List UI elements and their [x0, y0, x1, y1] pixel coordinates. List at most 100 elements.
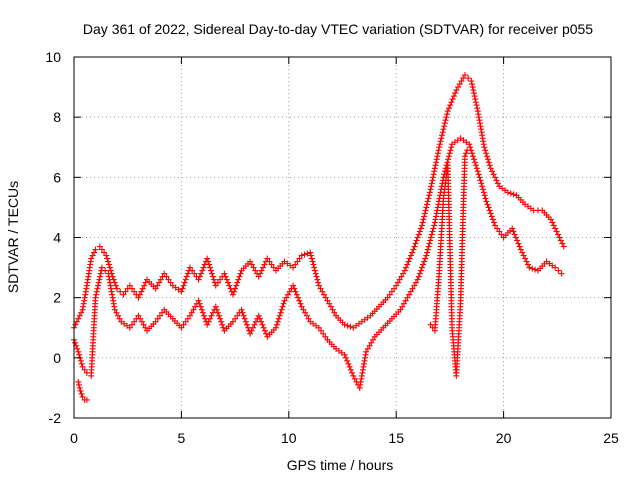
- data-point: [78, 390, 85, 397]
- data-point: [72, 339, 79, 346]
- data-point: [370, 336, 377, 343]
- data-point: [526, 264, 533, 271]
- data-point: [92, 246, 99, 253]
- data-point: [115, 312, 122, 319]
- data-point: [96, 243, 103, 250]
- data-point: [205, 318, 212, 325]
- data-point: [466, 141, 473, 148]
- data-point: [504, 189, 511, 196]
- data-point: [441, 123, 448, 130]
- data-point: [423, 201, 430, 208]
- data-point: [433, 159, 440, 166]
- data-point: [252, 318, 259, 325]
- x-axis-label: GPS time / hours: [287, 457, 394, 473]
- data-point: [219, 321, 226, 328]
- data-point: [479, 186, 486, 193]
- data-point: [229, 291, 236, 298]
- data-point: [263, 330, 270, 337]
- data-point: [190, 306, 197, 313]
- y-axis-label: SDTVAR / TECUs: [5, 181, 21, 293]
- x-tick-label: 10: [281, 430, 297, 446]
- data-point: [324, 297, 331, 304]
- data-point: [402, 297, 409, 304]
- data-point: [126, 324, 133, 331]
- data-point: [494, 180, 501, 187]
- data-point: [189, 267, 196, 274]
- data-point: [75, 348, 82, 355]
- data-point: [445, 153, 452, 160]
- data-point: [318, 327, 325, 334]
- data-point: [341, 321, 348, 328]
- axis-ticks: 0 5 10 15 20 25 -2 0 2 4 6 8 10: [45, 49, 619, 446]
- data-point: [498, 231, 505, 238]
- data-point: [167, 279, 174, 286]
- data-point: [347, 323, 354, 330]
- data-point: [393, 282, 400, 289]
- data-point: [482, 147, 489, 154]
- data-point: [490, 219, 497, 226]
- data-point: [116, 315, 123, 322]
- data-point: [88, 255, 95, 262]
- data-point: [156, 279, 163, 286]
- data-point: [209, 309, 216, 316]
- data-point: [423, 252, 430, 259]
- data-point: [76, 384, 83, 391]
- data-points: [71, 72, 567, 403]
- data-point: [469, 81, 476, 88]
- data-point: [490, 171, 497, 178]
- data-point: [113, 309, 120, 316]
- data-point: [406, 291, 413, 298]
- data-point: [553, 228, 560, 235]
- data-point: [448, 99, 455, 106]
- data-point: [437, 138, 444, 145]
- grid: [74, 57, 611, 418]
- data-point: [92, 294, 99, 301]
- data-point: [476, 174, 483, 181]
- data-point: [259, 321, 266, 328]
- data-point: [519, 249, 526, 256]
- data-point: [463, 150, 470, 157]
- data-point: [126, 282, 133, 289]
- data-point: [122, 288, 129, 295]
- data-point: [443, 114, 450, 121]
- data-point: [199, 309, 206, 316]
- data-point: [247, 330, 254, 337]
- chart-title: Day 361 of 2022, Sidereal Day-to-day VTE…: [83, 21, 593, 37]
- data-point: [409, 249, 416, 256]
- data-point: [292, 288, 299, 295]
- data-point: [415, 231, 422, 238]
- data-point: [549, 219, 556, 226]
- data-point: [248, 261, 255, 268]
- data-point: [469, 84, 476, 91]
- data-point: [257, 270, 264, 277]
- y-tick-label: 0: [53, 350, 61, 366]
- data-point: [308, 255, 315, 262]
- data-point: [552, 264, 559, 271]
- data-point: [470, 153, 477, 160]
- data-point: [420, 261, 427, 268]
- data-point: [200, 312, 207, 319]
- data-point: [461, 153, 468, 160]
- data-point: [298, 303, 305, 310]
- data-point: [484, 156, 491, 163]
- data-point: [413, 237, 420, 244]
- data-point: [107, 267, 114, 274]
- data-point: [434, 204, 441, 211]
- y-tick-label: 6: [53, 169, 61, 185]
- data-point: [349, 369, 356, 376]
- data-point: [250, 264, 257, 271]
- x-tick-label: 20: [496, 430, 512, 446]
- x-tick-label: 25: [603, 430, 619, 446]
- data-point: [198, 306, 205, 313]
- data-point: [79, 393, 86, 400]
- data-point: [492, 174, 499, 181]
- data-point: [510, 228, 517, 235]
- data-point: [93, 291, 100, 298]
- data-point: [221, 270, 228, 277]
- data-point: [429, 228, 436, 235]
- data-point: [411, 243, 418, 250]
- data-point: [558, 270, 565, 277]
- data-point: [138, 318, 145, 325]
- data-point: [208, 312, 215, 319]
- data-point: [467, 144, 474, 151]
